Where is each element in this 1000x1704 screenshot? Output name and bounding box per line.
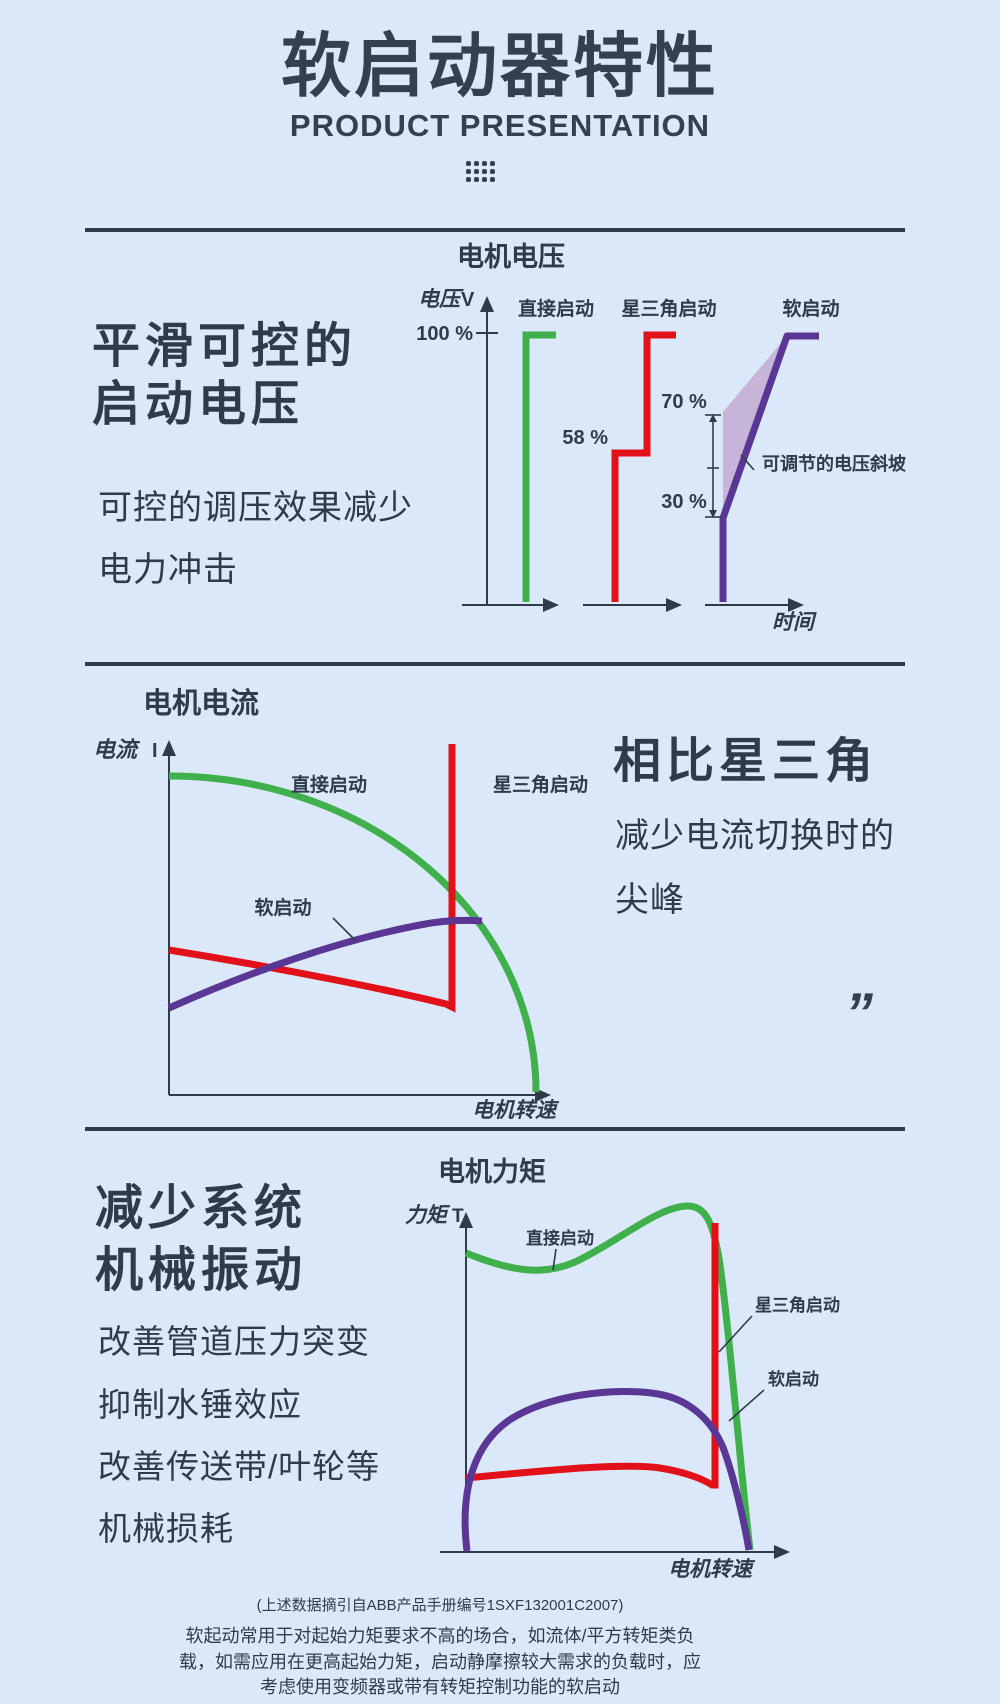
torque-heading: 减少系统 机械振动 xyxy=(95,1178,307,1302)
voltage-heading-line2: 启动电压 xyxy=(92,378,305,431)
star-delta-current-curve xyxy=(168,744,456,1013)
soft-start-voltage-line xyxy=(719,332,819,602)
footer-paragraph-line2: 载，如需应用在更高起始力矩，启动静摩擦较大需求的负载时，应 xyxy=(179,1651,701,1672)
voltage-body-line1: 可控的调压效果减少 xyxy=(98,489,413,527)
torque-y-axis-label: 力矩 xyxy=(405,1203,451,1227)
torque-heading-line2: 机械振动 xyxy=(95,1244,308,1297)
voltage-label-star-delta: 星三角启动 xyxy=(621,297,716,320)
current-y-axis-label: 电流 xyxy=(93,737,141,762)
torque-body-line3: 改善传送带/叶轮等 xyxy=(98,1448,381,1485)
torque-chart: 电机力矩 力矩 T 直接启动 星三角启动 软启动 电机转速 xyxy=(405,1157,840,1581)
current-body-line1: 减少电流切换时的 xyxy=(615,817,895,855)
pct-58-label: 58 % xyxy=(562,427,608,449)
pct-30-label: 30 % xyxy=(661,491,707,513)
footer-paragraph: 软起动常用于对起始力矩要求不高的场合，如流体/平方转矩类负 载，如需应用在更高起… xyxy=(70,1624,810,1701)
voltage-y-axis-label: 电压 xyxy=(418,288,464,311)
current-x-axis-label: 电机转速 xyxy=(472,1098,560,1122)
star-delta-voltage-line xyxy=(611,331,676,602)
torque-body-line2: 抑制水锤效应 xyxy=(98,1386,302,1423)
section-divider xyxy=(85,662,905,666)
soft-label-pointer xyxy=(728,1389,765,1422)
pct-70-label: 70 % xyxy=(661,391,707,413)
dimension-arrow-up-icon xyxy=(709,414,717,422)
torque-x-axis-label: 电机转速 xyxy=(668,1557,756,1581)
footer-paragraph-line3: 考虑使用变频器或带有转矩控制功能的软启动 xyxy=(260,1677,620,1697)
footer-paragraph-line1: 软起动常用于对起始力矩要求不高的场合，如流体/平方转矩类负 xyxy=(185,1626,695,1646)
voltage-label-direct: 直接启动 xyxy=(518,297,594,320)
current-label-direct: 直接启动 xyxy=(291,773,367,796)
current-chart: 电机电流 电流 I 直接启动 星三角启动 软启动 电机转速 xyxy=(93,687,588,1122)
torque-label-soft: 软启动 xyxy=(768,1369,819,1389)
torque-body-line4: 机械损耗 xyxy=(98,1510,234,1547)
dots-grid-icon xyxy=(466,161,500,182)
direct-start-torque-curve xyxy=(464,1202,754,1551)
page-subtitle: PRODUCT PRESENTATION xyxy=(289,108,711,143)
ramp-note-label: 可调节的电压斜坡 xyxy=(762,453,907,474)
torque-chart-title: 电机力矩 xyxy=(438,1157,546,1187)
current-y-axis-unit: I xyxy=(152,740,158,762)
section-divider xyxy=(85,1127,905,1131)
torque-label-direct: 直接启动 xyxy=(526,1228,594,1248)
voltage-heading-line1: 平滑可控的 xyxy=(92,320,358,373)
ramp-note-pointer xyxy=(740,454,755,471)
source-note: (上述数据摘引自ABB产品手册编号1SXF132001C2007) xyxy=(256,1597,624,1614)
soft-start-torque-curve xyxy=(461,1387,753,1552)
torque-label-star-delta: 星三角启动 xyxy=(755,1295,840,1315)
voltage-chart-title: 电机电压 xyxy=(457,242,565,272)
voltage-y-axis-unit: V xyxy=(461,289,475,311)
current-heading: 相比星三角 xyxy=(613,735,879,788)
voltage-body-line2: 电力冲击 xyxy=(98,551,238,589)
voltage-label-soft: 软启动 xyxy=(782,297,839,320)
tick-100-label: 100 % xyxy=(416,323,473,345)
current-label-soft: 软启动 xyxy=(254,896,311,919)
dimension-arrow-down-icon xyxy=(709,510,717,518)
page-title: 软启动器特性 xyxy=(281,27,719,105)
voltage-chart: 电机电压 电压 V 100 % 直接启动 星三角启动 软启动 58 % 70 %… xyxy=(416,242,907,634)
voltage-x-axis-label: 时间 xyxy=(772,611,817,634)
section-divider xyxy=(85,228,905,232)
torque-y-axis-unit: T xyxy=(452,1206,464,1227)
soft-start-current-curve xyxy=(167,917,483,1012)
current-chart-title: 电机电流 xyxy=(143,687,259,720)
star-delta-torque-curve xyxy=(465,1223,719,1489)
direct-start-voltage-line xyxy=(522,331,556,602)
current-label-star-delta: 星三角启动 xyxy=(493,773,588,796)
torque-heading-line1: 减少系统 xyxy=(95,1182,308,1235)
soft-label-pointer xyxy=(332,917,357,942)
direct-label-pointer xyxy=(552,1248,557,1271)
torque-body-line1: 改善管道压力突变 xyxy=(98,1323,370,1360)
direct-start-current-curve xyxy=(168,772,540,1093)
quote-mark: ” xyxy=(845,981,873,1044)
current-body-line2: 尖峰 xyxy=(615,881,685,919)
voltage-heading: 平滑可控的 启动电压 xyxy=(92,318,357,434)
star-delta-label-pointer xyxy=(718,1315,753,1353)
